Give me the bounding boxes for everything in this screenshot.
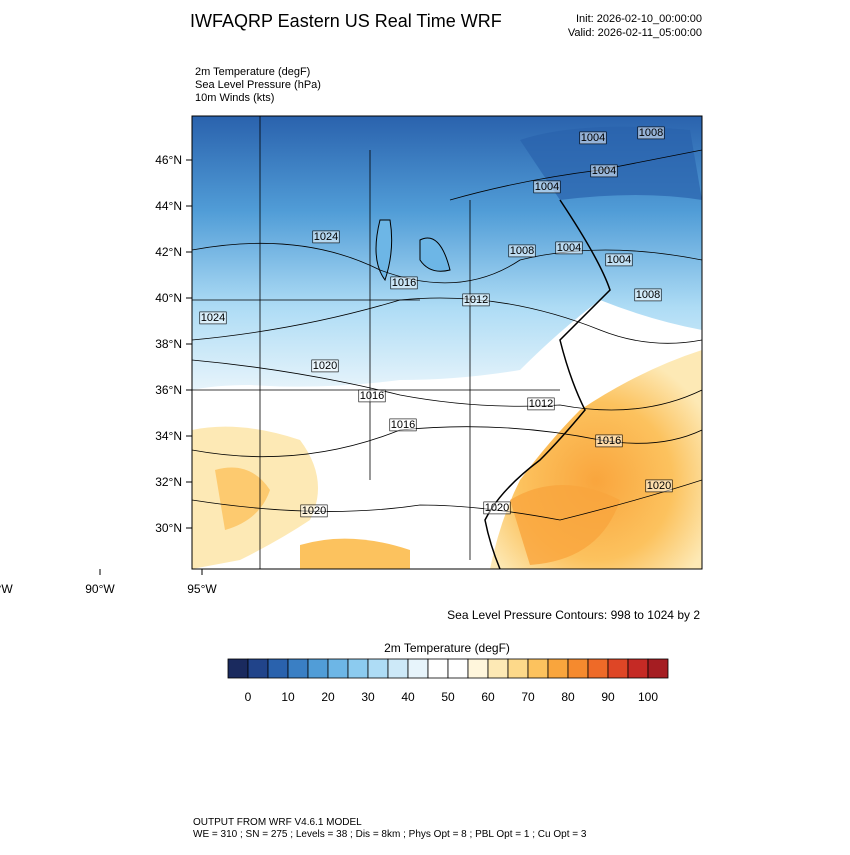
colorbar-box <box>607 658 629 679</box>
contour-label: 1004 <box>592 165 616 177</box>
lat-tick-label: 30°N <box>155 521 182 535</box>
contour-label: 1016 <box>391 419 415 431</box>
colorbar-box <box>287 658 309 679</box>
footer-line: OUTPUT FROM WRF V4.6.1 MODEL <box>193 817 362 828</box>
colorbar-box <box>327 658 349 679</box>
contour-label: 1024 <box>201 312 225 324</box>
contour-label-box <box>389 418 417 432</box>
colorbar-tick-label: 50 <box>441 690 455 704</box>
contour-label: 1004 <box>535 181 559 193</box>
colorbar-box <box>367 658 389 679</box>
colorbar-box <box>487 658 509 679</box>
contour-label-box <box>533 180 561 194</box>
colorbar-box <box>227 658 249 679</box>
lat-tick-label: 46°N <box>155 153 182 167</box>
colorbar-box <box>247 658 269 679</box>
colorbar-box <box>527 658 549 679</box>
contour-label: 1012 <box>529 398 553 410</box>
colorbar-title: 2m Temperature (degF) <box>384 641 510 655</box>
contour-label-box <box>579 131 607 145</box>
field-label: Sea Level Pressure (hPa) <box>195 79 321 91</box>
title: IWFAQRP Eastern US Real Time WRF <box>190 11 502 31</box>
colorbar-box <box>387 658 409 679</box>
map-field <box>192 116 702 569</box>
contour-label: 1004 <box>557 242 581 254</box>
contour-label-box <box>358 389 386 403</box>
contour-label: 1020 <box>485 502 509 514</box>
lat-tick-label: 36°N <box>155 383 182 397</box>
colorbar-tick-label: 40 <box>401 690 415 704</box>
contour-label-box <box>605 253 633 267</box>
colorbar-tick-label: 0 <box>245 690 252 704</box>
lat-tick-label: 44°N <box>155 199 182 213</box>
valid-time: Valid: 2026-02-11_05:00:00 <box>568 27 702 39</box>
contour-label-box <box>555 241 583 255</box>
colorbar-box <box>647 658 669 679</box>
colorbar-tick-label: 60 <box>481 690 495 704</box>
lat-tick-label: 32°N <box>155 475 182 489</box>
contour-label: 1016 <box>360 390 384 402</box>
lat-tick-label: 40°N <box>155 291 182 305</box>
contour-label-box <box>199 311 227 325</box>
contour-label-box <box>483 501 511 515</box>
colorbar-tick-label: 80 <box>561 690 575 704</box>
contour-label: 1020 <box>302 505 326 517</box>
colorbar-box <box>627 658 649 679</box>
contour-label-box <box>634 288 662 302</box>
contour-label: 1004 <box>581 132 605 144</box>
contour-label-box <box>637 126 665 140</box>
colorbar-box <box>547 658 569 679</box>
contour-label-box <box>590 164 618 178</box>
contour-label: 1008 <box>639 127 663 139</box>
field-label: 10m Winds (kts) <box>195 92 274 104</box>
contour-label: 1024 <box>314 231 338 243</box>
contour-label: 1012 <box>464 294 488 306</box>
lat-tick-label: 34°N <box>155 429 182 443</box>
contour-label-box <box>311 359 339 373</box>
colorbar-tick-label: 30 <box>361 690 375 704</box>
lat-tick-label: 42°N <box>155 245 182 259</box>
contour-label-box <box>462 293 490 307</box>
colorbar-tick-label: 20 <box>321 690 335 704</box>
footer-line: WE = 310 ; SN = 275 ; Levels = 38 ; Dis … <box>193 829 587 840</box>
field-label: 2m Temperature (degF) <box>195 66 310 78</box>
contour-label-box <box>300 504 328 518</box>
lon-tick-label: 90°W <box>85 582 115 596</box>
init-time: Init: 2026-02-10_00:00:00 <box>576 13 702 25</box>
colorbar-box <box>427 658 449 679</box>
contour-note: Sea Level Pressure Contours: 998 to 1024… <box>447 608 700 622</box>
colorbar-box <box>507 658 529 679</box>
colorbar-tick-label: 90 <box>601 690 615 704</box>
contour-label: 1020 <box>313 360 337 372</box>
lon-tick-label: 95°W <box>187 582 217 596</box>
contour-label: 1008 <box>636 289 660 301</box>
colorbar-box <box>567 658 589 679</box>
colorbar-box <box>267 658 289 679</box>
contour-label-box <box>527 397 555 411</box>
contour-label: 1016 <box>392 277 416 289</box>
colorbar-tick-label: 100 <box>638 690 658 704</box>
colorbar-tick-label: 70 <box>521 690 535 704</box>
contour-label-box <box>312 230 340 244</box>
colorbar-tick-label: 10 <box>281 690 295 704</box>
colorbar-box <box>347 658 369 679</box>
colorbar-box <box>407 658 429 679</box>
contour-label: 1020 <box>647 480 671 492</box>
map-frame <box>191 115 703 570</box>
contour-label: 1004 <box>607 254 631 266</box>
contour-label: 1008 <box>510 245 534 257</box>
colorbar-box <box>307 658 329 679</box>
contour-label-box <box>645 479 673 493</box>
contour-label-box <box>595 434 623 448</box>
contour-label-box <box>508 244 536 258</box>
colorbar-box <box>467 658 489 679</box>
colorbar-box <box>447 658 469 679</box>
colorbar-box <box>587 658 609 679</box>
lat-tick-label: 38°N <box>155 337 182 351</box>
lon-tick-label: 85°W <box>0 582 13 596</box>
contour-label-box <box>390 276 418 290</box>
contour-label: 1016 <box>597 435 621 447</box>
